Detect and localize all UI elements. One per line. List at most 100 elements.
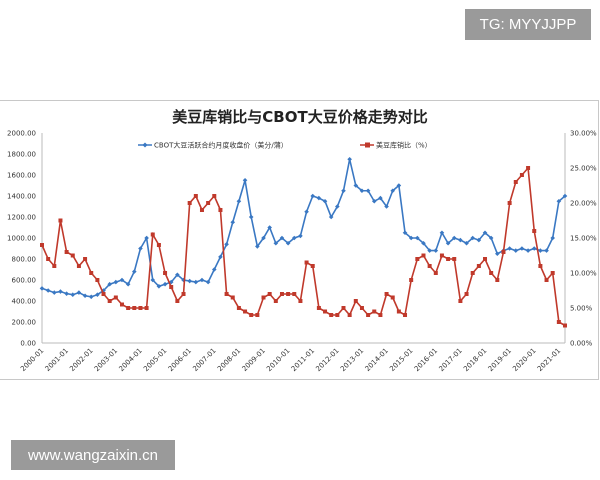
data-point [267, 225, 272, 230]
data-point [519, 173, 524, 177]
data-point [126, 306, 131, 310]
data-point [39, 286, 45, 291]
data-point [119, 302, 124, 307]
data-point [390, 188, 396, 194]
data-point [138, 306, 143, 310]
data-point [156, 243, 161, 247]
data-point [58, 289, 63, 294]
data-point [341, 188, 346, 194]
y-left-tick-label: 400.00 [12, 298, 37, 306]
data-point [285, 240, 291, 246]
x-tick-label: 2014-01 [364, 347, 390, 373]
data-point [230, 219, 236, 225]
data-point [421, 253, 426, 258]
data-point [132, 306, 137, 310]
data-point [427, 264, 432, 268]
data-point [40, 243, 44, 247]
data-point [446, 257, 451, 261]
x-tick-label: 2002-01 [68, 347, 94, 373]
data-point [458, 299, 463, 303]
data-point [255, 313, 260, 317]
data-point [525, 248, 531, 253]
data-point [76, 264, 81, 268]
data-point [421, 240, 426, 246]
data-point [199, 208, 204, 212]
data-point [150, 277, 156, 283]
data-point [101, 292, 106, 296]
data-point [402, 230, 408, 236]
data-point [193, 279, 199, 285]
data-point [403, 313, 408, 317]
data-point [365, 188, 371, 194]
data-point [353, 299, 358, 303]
legend-marker [365, 142, 370, 148]
chart-frame [0, 100, 599, 380]
data-point [316, 195, 322, 201]
data-point [476, 264, 481, 268]
data-point [175, 272, 180, 278]
y-left-tick-label: 1600.00 [7, 172, 36, 180]
data-point [452, 257, 457, 261]
data-point [445, 240, 451, 246]
data-point [218, 208, 223, 212]
data-point [353, 183, 359, 188]
data-point [483, 257, 488, 261]
y-right-tick-label: 15.00% [570, 235, 597, 243]
y-left-tick-label: 1400.00 [7, 193, 36, 201]
data-point [470, 235, 476, 241]
data-point [255, 244, 260, 249]
data-point [526, 166, 531, 170]
data-point [329, 313, 334, 317]
data-point [298, 299, 303, 303]
x-tick-label: 2015-01 [388, 347, 414, 373]
y-left-tick-label: 1200.00 [7, 214, 36, 222]
data-point [218, 254, 223, 260]
data-point [187, 201, 192, 205]
data-point [199, 277, 205, 283]
data-point [267, 292, 272, 296]
data-point [476, 237, 482, 243]
data-point [304, 260, 309, 265]
legend-label-1: 美豆库销比（%） [376, 141, 432, 150]
data-point [335, 204, 340, 209]
data-point [347, 313, 352, 317]
legend-marker [142, 142, 148, 148]
data-point [433, 248, 439, 253]
data-point [513, 180, 518, 184]
data-point [341, 306, 346, 310]
x-tick-label: 2021-01 [536, 347, 562, 373]
data-point [538, 248, 543, 253]
data-point [163, 271, 168, 275]
data-point [261, 235, 266, 241]
x-tick-label: 2005-01 [142, 347, 168, 373]
data-point [236, 198, 242, 204]
data-point [119, 277, 125, 283]
data-point [359, 306, 364, 310]
data-point [169, 285, 174, 289]
y-left-tick-label: 2000.00 [7, 130, 36, 138]
data-point [415, 257, 420, 261]
data-point [279, 292, 284, 296]
y-left-tick-label: 0.00 [20, 340, 36, 348]
data-point [304, 209, 309, 215]
y-left-tick-label: 1800.00 [7, 151, 36, 159]
data-point [451, 235, 457, 241]
data-point [550, 235, 555, 241]
data-point [328, 214, 334, 220]
data-point [507, 246, 512, 251]
data-point [544, 248, 549, 253]
data-point [316, 306, 321, 310]
data-point [138, 246, 143, 251]
x-tick-label: 2010-01 [265, 347, 291, 373]
x-tick-label: 2007-01 [191, 347, 217, 373]
data-point [550, 271, 555, 275]
data-point [144, 235, 149, 241]
data-point [433, 271, 438, 275]
data-point [95, 292, 100, 297]
data-point [249, 313, 254, 317]
data-point [206, 201, 211, 205]
data-point [113, 295, 118, 300]
data-point [507, 201, 512, 205]
data-point [236, 306, 241, 310]
